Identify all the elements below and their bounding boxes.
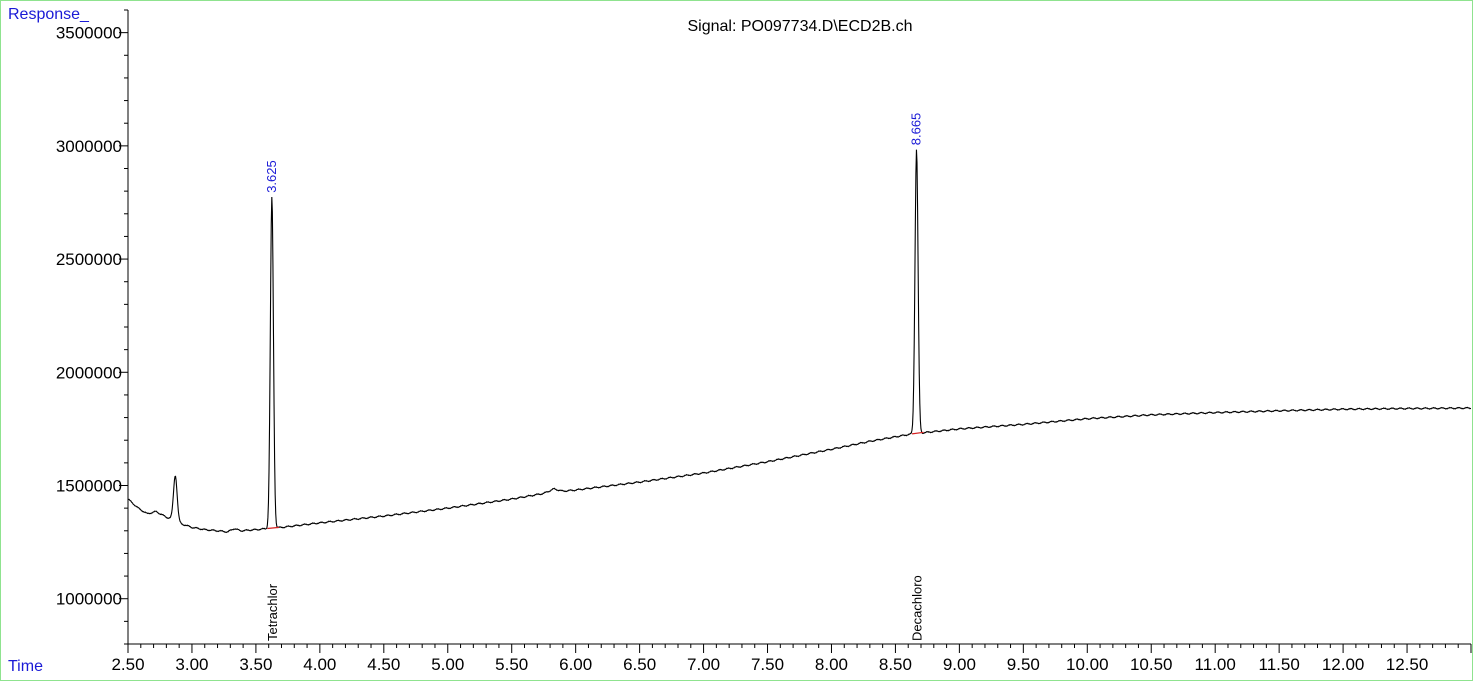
x-axis-label: Time [8, 658, 43, 675]
x-tick-label: 6.00 [559, 655, 592, 674]
axis-ticks [119, 9, 1472, 653]
integration-baseline [911, 431, 924, 435]
y-tick-label: 1000000 [56, 590, 122, 609]
x-tick-label: 11.50 [1259, 655, 1300, 674]
x-tick-label: 3.00 [175, 655, 208, 674]
series-layer [127, 149, 1472, 534]
x-tick-label: 8.00 [815, 655, 848, 674]
x-tick-label: 4.00 [303, 655, 336, 674]
y-tick-label: 3000000 [56, 137, 122, 156]
y-tick-label: 3500000 [56, 24, 122, 43]
peak-annotations: 3.625 Tetrachlor 8.665 Decachloro [264, 113, 925, 641]
x-tick-label: 10.50 [1130, 655, 1173, 674]
y-tick-label: 2500000 [56, 250, 122, 269]
peak-rt-label: 8.665 [909, 113, 924, 146]
x-tick-label: 5.50 [495, 655, 528, 674]
axis-tick-labels: 2.50 3.00 3.50 4.00 4.50 5.00 5.50 6.00 6.50 7.00… [56, 24, 1429, 674]
y-axis-label: Response_ [8, 6, 89, 23]
compound-label: Tetrachlor [265, 583, 280, 641]
x-tick-label: 11.00 [1195, 655, 1236, 674]
x-tick-label: 2.50 [111, 655, 144, 674]
axes [127, 10, 1471, 645]
x-tick-label: 9.50 [1007, 655, 1040, 674]
x-tick-label: 12.50 [1386, 655, 1429, 674]
x-tick-label: 12.00 [1322, 655, 1365, 674]
compound-label: Decachloro [910, 575, 925, 641]
x-tick-label: 5.00 [431, 655, 464, 674]
x-tick-label: 6.50 [623, 655, 656, 674]
peak-rt-label: 3.625 [264, 160, 279, 193]
x-tick-label: 4.50 [367, 655, 400, 674]
x-tick-label: 7.50 [751, 655, 784, 674]
integration-baseline [267, 526, 279, 530]
x-tick-label: 9.00 [943, 655, 976, 674]
y-tick-label: 1500000 [56, 477, 122, 496]
x-tick-label: 7.00 [687, 655, 720, 674]
chart-title: Signal: PO097734.D\ECD2B.ch [687, 18, 913, 35]
signal-trace [127, 149, 1472, 534]
x-tick-label: 8.50 [879, 655, 912, 674]
x-tick-label: 10.00 [1066, 655, 1109, 674]
y-tick-label: 2000000 [56, 363, 122, 382]
x-tick-label: 3.50 [239, 655, 272, 674]
